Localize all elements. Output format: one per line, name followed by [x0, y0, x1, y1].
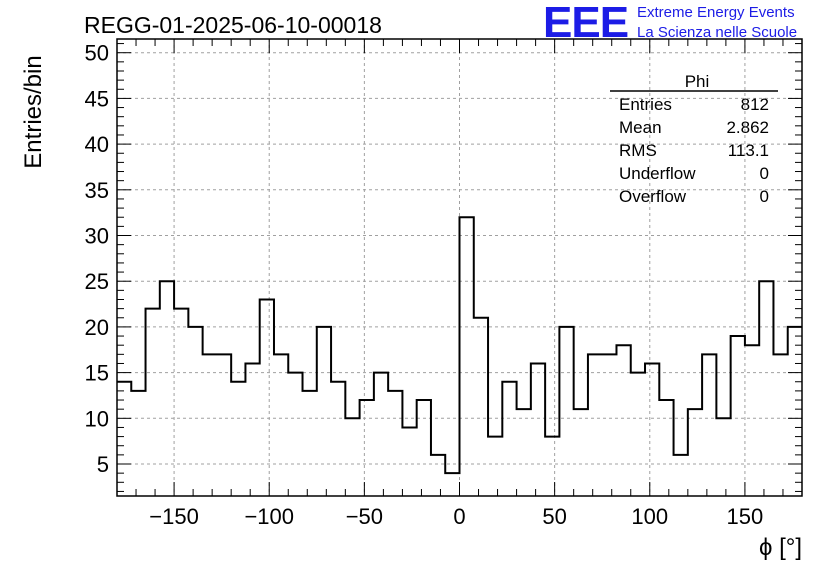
- histogram-bin: [388, 391, 402, 496]
- histogram-bin: [203, 354, 217, 496]
- stats-box: Phi Entries 812 Mean 2.862 RMS 113.1 Underflow 0…: [610, 72, 778, 206]
- histogram-bin: [702, 354, 716, 496]
- histogram-outline: [117, 216, 802, 475]
- histogram-bin: [188, 327, 202, 496]
- histogram-bin: [160, 281, 174, 496]
- histogram-bin: [331, 382, 345, 496]
- histogram-bin: [231, 382, 245, 496]
- histogram-bin: [517, 409, 531, 496]
- histogram-bin: [374, 373, 388, 496]
- histogram-bin: [288, 373, 302, 496]
- stats-value: 113.1: [728, 141, 769, 160]
- x-tick-label: 150: [727, 504, 764, 529]
- stats-label: Underflow: [619, 164, 696, 183]
- histogram-bin: [345, 418, 359, 496]
- x-tick-label: 50: [542, 504, 566, 529]
- histogram-bin: [488, 437, 502, 496]
- y-tick-label: 40: [85, 132, 109, 157]
- histogram-title: REGG-01-2025-06-10-00018: [84, 12, 382, 38]
- histogram-bin: [674, 455, 688, 496]
- histogram-bin: [788, 327, 802, 496]
- histogram-bin: [745, 345, 759, 496]
- x-tick-label: −150: [149, 504, 199, 529]
- x-tick-label: −100: [244, 504, 294, 529]
- stats-value: 0: [760, 187, 769, 206]
- histogram-bin: [303, 391, 317, 496]
- x-axis-label: ϕ [°]: [758, 534, 802, 561]
- stats-label: Entries: [619, 95, 672, 114]
- histogram-bin: [402, 427, 416, 496]
- histogram-bin: [759, 281, 773, 496]
- stats-value: 2.862: [726, 118, 769, 137]
- histogram-bin: [574, 409, 588, 496]
- histogram-bin: [117, 382, 131, 496]
- histogram-bin: [645, 363, 659, 496]
- y-tick-label: 10: [85, 406, 109, 431]
- stats-label: Overflow: [619, 187, 687, 206]
- histogram-bin: [431, 455, 445, 496]
- stats-label: RMS: [619, 141, 657, 160]
- y-tick-label: 15: [85, 361, 109, 386]
- histogram-bin: [360, 400, 374, 496]
- y-tick-label: 35: [85, 178, 109, 203]
- y-tick-label: 50: [85, 41, 109, 66]
- histogram-bin: [716, 418, 730, 496]
- stats-title: Phi: [685, 72, 710, 91]
- y-tick-label: 30: [85, 224, 109, 249]
- x-tick-label: −50: [346, 504, 383, 529]
- y-tick-label: 45: [85, 86, 109, 111]
- histogram-bin: [659, 400, 673, 496]
- histogram-bin: [602, 354, 616, 496]
- histogram-bin: [317, 327, 331, 496]
- histogram-bin: [217, 354, 231, 496]
- x-tick-label: 0: [453, 504, 465, 529]
- logo-subtitle-line1: Extreme Energy Events: [637, 4, 795, 21]
- histogram-bin: [531, 363, 545, 496]
- histogram-bin: [631, 373, 645, 496]
- stats-value: 0: [760, 164, 769, 183]
- histogram-bin: [545, 437, 559, 496]
- histogram-bin: [445, 473, 459, 496]
- histogram-bin: [460, 217, 474, 496]
- stats-label: Mean: [619, 118, 662, 137]
- histogram-bin: [146, 309, 160, 496]
- histogram-bin: [274, 354, 288, 496]
- y-tick-label: 20: [85, 315, 109, 340]
- stats-value: 812: [741, 95, 769, 114]
- histogram-bin: [502, 382, 516, 496]
- histogram-bin: [245, 363, 259, 496]
- histogram-bin: [616, 345, 630, 496]
- histogram-bin: [559, 327, 573, 496]
- axes: −150 −100 −50 0 50 100 150 5 10 15 20 25 30 35 40 45 50: [85, 38, 803, 529]
- logo-subtitle-line2: La Scienza nelle Scuole: [637, 24, 798, 41]
- histogram-bin: [688, 409, 702, 496]
- histogram-bin: [417, 400, 431, 496]
- histogram-bin: [174, 309, 188, 496]
- y-tick-label: 5: [97, 452, 109, 477]
- x-tick-label: 100: [631, 504, 668, 529]
- histogram-bin: [588, 354, 602, 496]
- y-tick-label: 25: [85, 269, 109, 294]
- histogram-bin: [474, 318, 488, 496]
- histogram-bin: [773, 354, 787, 496]
- histogram-bin: [260, 299, 274, 496]
- histogram-bin: [131, 391, 145, 496]
- histogram-bars: [117, 216, 802, 496]
- histogram-bin: [731, 336, 745, 496]
